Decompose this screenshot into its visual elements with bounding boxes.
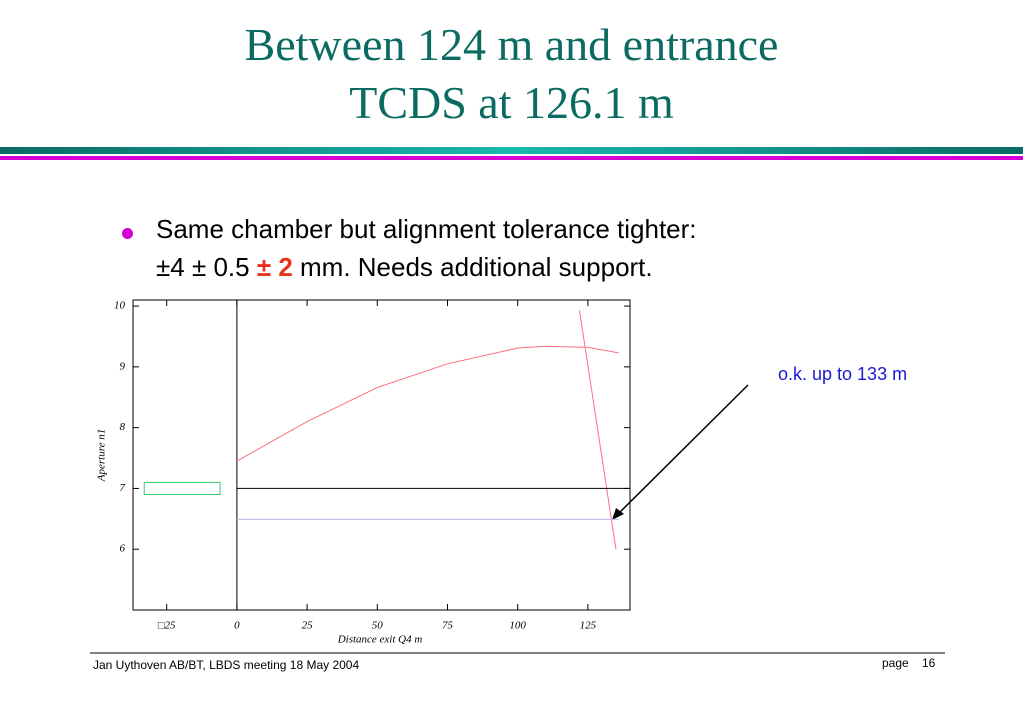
arrow-head [612,508,624,520]
y-tick-label: 8 [120,421,126,433]
arrow [615,384,749,517]
bullet-text: Same chamber but alignment tolerance tig… [156,214,697,244]
text: ±4 ± 0.5 [156,252,257,282]
footer-page-number: 16 [922,656,936,670]
x-tick-label: 125 [580,620,597,632]
title-line: TCDS at 126.1 m [349,77,674,128]
x-tick-label: 0 [234,620,240,632]
y-tick-label: 6 [120,543,126,555]
footer-left: Jan Uythoven AB/BT, LBDS meeting 18 May … [93,658,360,672]
x-tick-label: □25 [158,620,176,632]
bullet-dot [122,228,133,239]
bullet-text: ±4 ± 0.5 ± 2 mm. Needs additional suppor… [156,252,653,283]
plot-frame [132,299,631,611]
series-line [578,310,617,550]
x-tick-label: 75 [442,620,454,632]
x-tick-label: 100 [509,620,526,632]
series-line [236,345,619,462]
y-tick-label: 9 [120,360,126,372]
text: mm. Needs additional support. [292,252,653,282]
series-line [143,481,221,496]
title-line: Between 124 m and entrance [244,19,779,70]
annotation: o.k. up to 133 m [778,364,908,384]
x-tick-label: 25 [302,620,314,632]
y-axis-title: Aperture n1 [96,429,108,482]
x-axis-title: Distance exit Q4 m [337,634,423,646]
y-tick-label: 7 [120,482,126,494]
footer-page-label: page [882,656,909,670]
rule-magenta [0,156,1023,160]
x-tick-label: 50 [372,620,384,632]
y-tick-label: 10 [114,300,126,312]
rule-teal [0,147,1023,154]
highlight: ± 2 [256,252,293,282]
